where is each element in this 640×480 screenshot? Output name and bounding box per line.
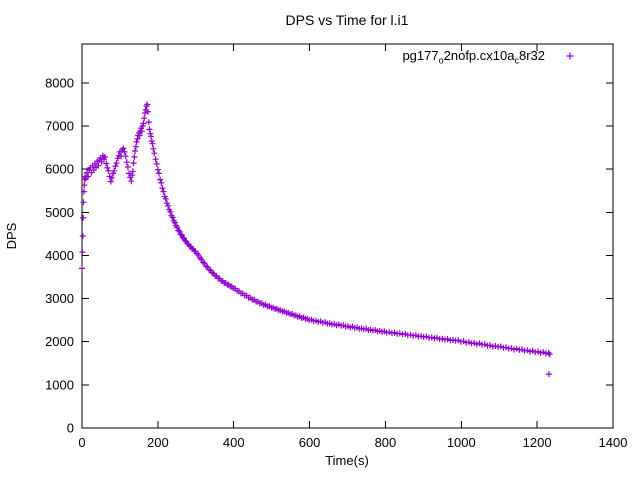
legend-label-subscript: c xyxy=(514,55,519,66)
y-tick-label: 3000 xyxy=(45,291,74,306)
y-axis-title: DPS xyxy=(4,222,19,249)
legend-label-part: 8r32 xyxy=(518,48,545,63)
x-tick-label: 1400 xyxy=(599,435,628,450)
axis-ticks xyxy=(81,44,614,429)
y-tick-label: 2000 xyxy=(45,334,74,349)
axis-tick-labels: 0 200 400 600 800 1000 1200 1400 0 1000 2000 3000 40… xyxy=(45,75,627,450)
x-tick-label: 800 xyxy=(375,435,397,450)
legend-plus-marker-icon xyxy=(566,52,574,60)
plot-frame xyxy=(81,43,614,429)
x-tick-label: 1000 xyxy=(447,435,476,450)
y-tick-label: 0 xyxy=(67,421,74,436)
y-tick-label: 8000 xyxy=(45,75,74,90)
x-tick-label: 1200 xyxy=(523,435,552,450)
legend-label: pg177o2nofp.cx10ac8r32 xyxy=(402,48,545,66)
legend-label-part: pg177 xyxy=(402,48,439,63)
y-tick-label: 4000 xyxy=(45,248,74,263)
x-axis-title: Time(s) xyxy=(325,453,369,468)
legend-label-subscript: o xyxy=(438,55,444,66)
x-tick-label: 600 xyxy=(299,435,321,450)
y-tick-label: 5000 xyxy=(45,205,74,220)
data-points xyxy=(79,101,553,378)
legend-label-part: 2nofp.cx10a xyxy=(443,48,515,63)
x-tick-label: 200 xyxy=(147,435,169,450)
y-tick-label: 7000 xyxy=(45,118,74,133)
y-tick-label: 1000 xyxy=(45,377,74,392)
x-tick-label: 400 xyxy=(223,435,245,450)
y-tick-label: 6000 xyxy=(45,162,74,177)
chart-title: DPS vs Time for l.i1 xyxy=(286,12,409,28)
x-tick-label: 0 xyxy=(78,435,85,450)
